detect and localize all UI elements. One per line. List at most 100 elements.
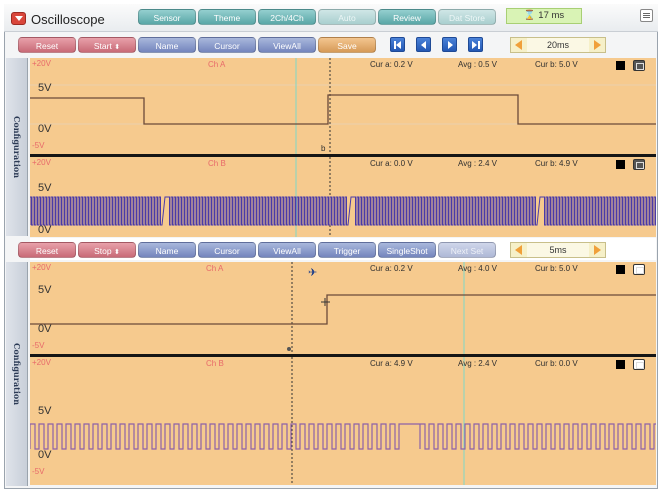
reset-button[interactable]: Reset xyxy=(18,37,76,53)
ch-b-color-swatch[interactable] xyxy=(616,160,625,169)
ch-a-0v-label: 0V xyxy=(38,123,52,135)
timebase-decrease-button[interactable] xyxy=(512,39,526,51)
tab-data-store[interactable]: Dat Store xyxy=(438,9,496,25)
frame-time-display: ⌛ 17 ms xyxy=(506,8,582,24)
ch-a-cursor-b-value-2: Cur b: 5.0 V xyxy=(535,264,578,273)
channel-b-waveform-1 xyxy=(30,157,656,237)
configuration-label-2: Configuration xyxy=(12,342,22,406)
ch-a-cursor-a-value-2: Cur a: 0.2 V xyxy=(370,264,413,273)
timebase-stepper-1: 20ms xyxy=(510,37,606,53)
timebase-decrease-button-2[interactable] xyxy=(512,244,526,256)
reset-button-2[interactable]: Reset xyxy=(18,242,76,258)
ch-a-visibility-toggle-2[interactable] xyxy=(633,264,645,275)
previous-button[interactable] xyxy=(416,37,431,52)
channel-b-plot-2[interactable]: +20V Ch B 5V 0V -5V Cur a: 4.9 V Avg : 2… xyxy=(30,357,656,485)
trigger-button[interactable]: Trigger xyxy=(318,242,376,258)
dropdown-arrow-icon: ⬍ xyxy=(114,44,121,51)
timebase-increase-button-2[interactable] xyxy=(590,244,604,256)
ch-a-average-2: Avg : 4.0 V xyxy=(458,264,497,273)
ch-b-top-scale-2: +20V xyxy=(32,358,51,367)
timebase-value-2: 5ms xyxy=(527,243,589,257)
configuration-sidebar-2[interactable]: Configuration xyxy=(6,262,28,486)
channel-divider-2 xyxy=(30,354,656,357)
ch-b-5v-label-2: 5V xyxy=(38,405,52,417)
ch-a-top-scale: +20V xyxy=(32,59,51,68)
ch-b-average-2: Avg : 2.4 V xyxy=(458,359,497,368)
timebase-value: 20ms xyxy=(527,38,589,52)
ch-b-visibility-toggle[interactable] xyxy=(633,159,645,170)
tab-theme[interactable]: Theme xyxy=(198,9,256,25)
timebase-increase-button[interactable] xyxy=(590,39,604,51)
ch-a-name-2: Ch A xyxy=(206,264,224,273)
ch-a-neg-scale: -5V xyxy=(32,141,45,150)
ch-b-visibility-toggle-2[interactable] xyxy=(633,359,645,370)
arrow-left-icon xyxy=(421,41,426,49)
channel-b-trace xyxy=(30,423,656,450)
channel-a-plot-2[interactable]: ✈ +20V Ch A 5V 0V -5V Cur a: 0.2 V Avg :… xyxy=(30,262,656,354)
ch-b-0v-label: 0V xyxy=(38,224,52,236)
channel-b-trace xyxy=(30,196,656,226)
ch-b-cursor-a-value: Cur a: 0.0 V xyxy=(370,159,413,168)
channel-a-waveform-2 xyxy=(30,262,656,354)
configuration-label: Configuration xyxy=(12,115,22,179)
stopwatch-icon: ⌛ xyxy=(523,10,536,21)
channel-divider xyxy=(30,154,656,157)
app-title: Oscilloscope xyxy=(31,12,105,27)
last-page-button[interactable] xyxy=(468,37,483,52)
skip-forward-icon xyxy=(472,41,477,49)
ch-a-cursor-b-value: Cur b: 5.0 V xyxy=(535,60,578,69)
ch-a-name: Ch A xyxy=(208,60,226,69)
dropdown-arrow-icon: ⬍ xyxy=(114,249,120,256)
ch-b-cursor-a-value-2: Cur a: 4.9 V xyxy=(370,359,413,368)
name-button[interactable]: Name xyxy=(138,37,196,53)
stop-button-label: Stop xyxy=(94,246,112,256)
ch-a-top-scale-2: +20V xyxy=(32,263,51,272)
ch-b-5v-label: 5V xyxy=(38,182,52,194)
name-button-2[interactable]: Name xyxy=(138,242,196,258)
next-button[interactable] xyxy=(442,37,457,52)
tab-review[interactable]: Review xyxy=(378,9,436,25)
ch-a-neg-scale-2: -5V xyxy=(32,341,45,350)
ch-b-cursor-b-value: Cur b: 4.9 V xyxy=(535,159,578,168)
tab-auto[interactable]: Auto xyxy=(318,9,376,25)
viewall-button-2[interactable]: ViewAll xyxy=(258,242,316,258)
save-button[interactable]: Save xyxy=(318,37,376,53)
cursor-b-marker: b xyxy=(321,144,326,153)
channel-a-trace xyxy=(30,294,656,325)
cursor-a-handle[interactable] xyxy=(287,347,291,351)
ch-b-name-2: Ch B xyxy=(206,359,224,368)
ch-a-visibility-toggle[interactable] xyxy=(633,60,645,71)
arrow-right-icon xyxy=(448,41,453,49)
ch-b-average: Avg : 2.4 V xyxy=(458,159,497,168)
ch-a-average: Avg : 0.5 V xyxy=(458,60,497,69)
first-page-button[interactable] xyxy=(390,37,405,52)
ch-a-5v-label: 5V xyxy=(38,82,52,94)
ch-b-cursor-b-value-2: Cur b: 0.0 V xyxy=(535,359,578,368)
tab-sensor[interactable]: Sensor xyxy=(138,9,196,25)
app-logo-icon xyxy=(11,12,26,25)
channel-b-waveform-2 xyxy=(30,357,656,485)
ch-a-color-swatch-2[interactable] xyxy=(616,265,625,274)
start-button-label: Start xyxy=(93,41,112,51)
start-button[interactable]: Start ⬍ xyxy=(78,37,136,53)
next-set-button[interactable]: Next Set xyxy=(438,242,496,258)
stop-button[interactable]: Stop ⬍ xyxy=(78,242,136,258)
cursor-button[interactable]: Cursor xyxy=(198,37,256,53)
ch-b-0v-label-2: 0V xyxy=(38,449,52,461)
skip-back-icon xyxy=(394,41,396,49)
timebase-stepper-2: 5ms xyxy=(510,242,606,258)
ch-b-color-swatch-2[interactable] xyxy=(616,360,625,369)
cursor-button-2[interactable]: Cursor xyxy=(198,242,256,258)
channel-a-waveform-1 xyxy=(30,58,656,154)
channel-b-plot-1[interactable]: +20V Ch B 5V 0V Cur a: 0.0 V Avg : 2.4 V… xyxy=(30,157,656,237)
menu-icon[interactable] xyxy=(640,9,653,22)
channel-a-plot-1[interactable]: +20V Ch A 5V 0V -5V Cur a: 0.2 V Avg : 0… xyxy=(30,58,656,154)
tab-channels[interactable]: 2Ch/4Ch xyxy=(258,9,316,25)
ch-b-neg-scale-2: -5V xyxy=(32,467,45,476)
ch-a-cursor-a-value: Cur a: 0.2 V xyxy=(370,60,413,69)
ch-a-color-swatch[interactable] xyxy=(616,61,625,70)
trigger-icon[interactable]: ✈ xyxy=(308,267,318,279)
viewall-button[interactable]: ViewAll xyxy=(258,37,316,53)
configuration-sidebar-1[interactable]: Configuration xyxy=(6,58,28,236)
singleshot-button[interactable]: SingleShot xyxy=(378,242,436,258)
